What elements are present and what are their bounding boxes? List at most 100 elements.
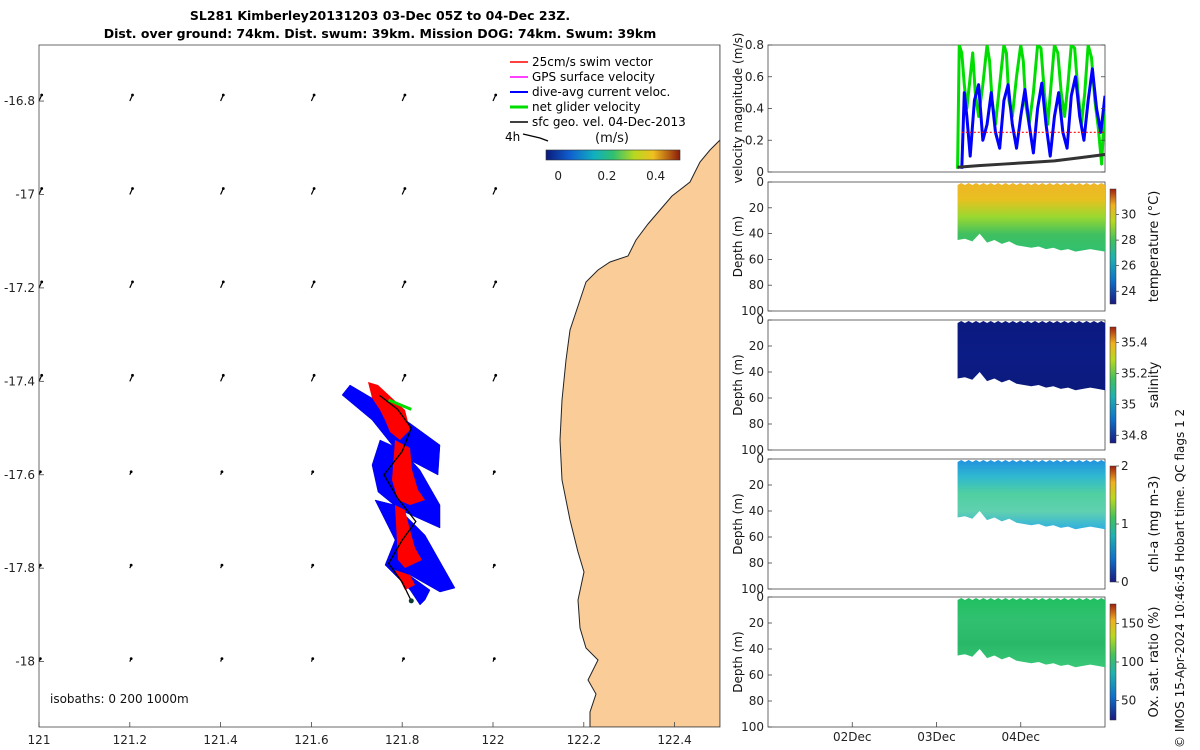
depth-tick-label: 100 (741, 304, 764, 318)
map-y-tick-label: -18 (15, 655, 35, 669)
geo-velocity-arrow-head (40, 373, 44, 377)
scale-bar-label: 4h (505, 130, 520, 144)
geo-velocity-arrow-head (402, 657, 405, 661)
map-x-axis: 121 121.2 121.4 121.6 121.8 122 122.2 122.4 (28, 722, 692, 747)
depth-tick-label: 40 (749, 504, 764, 518)
geo-velocity-arrow-head (38, 470, 42, 474)
map-frame (38, 44, 721, 728)
map-legend: 25cm/s swim vector GPS surface velocity … (505, 55, 686, 183)
depth-tick-label: 40 (749, 365, 764, 379)
coastline-land (559, 45, 720, 727)
colorbar-tick-label: 30 (1121, 208, 1136, 222)
colorbar-tick-label: 35 (1121, 397, 1136, 411)
geo-velocity-arrow-head (403, 187, 407, 190)
depth-tick-label: 80 (749, 278, 764, 292)
geo-velocity-arrow-head (312, 187, 316, 190)
speed-colorbar-ticks: 0 0.2 0.4 (554, 169, 665, 183)
map-y-tick-label: -17.2 (4, 281, 35, 295)
geo-velocity-arrow-head (492, 563, 496, 567)
legend-item-swim-vector: 25cm/s swim vector (510, 55, 653, 69)
depth-tick-label: 0 (756, 452, 764, 466)
section-colorbar (1109, 465, 1117, 583)
velocity-series-line (957, 153, 1105, 169)
geo-velocity-arrow-head (131, 373, 134, 377)
map-x-tick-label: 121.8 (385, 733, 419, 747)
svg-text:dive-avg current veloc.: dive-avg current veloc. (532, 85, 670, 99)
map-y-tick-label: -17.4 (4, 374, 35, 388)
section-panel-3: 0 20 40 60 80 100 Depth (m) 50 100 150 Ox. sat. ra… (731, 590, 1162, 734)
map-panel: 121 121.2 121.4 121.6 121.8 122 122.2 122.4 -16… (4, 44, 721, 747)
depth-axis-label: Depth (m) (731, 216, 745, 277)
depth-tick-label: 20 (749, 339, 764, 353)
geo-velocity-arrow-head (494, 93, 498, 97)
map-y-axis: -16.8 -17 -17.2 -17.4 -17.6 -17.8 -18 (4, 94, 44, 669)
depth-tick-label: 100 (741, 720, 764, 734)
legend-item-gps-velocity: GPS surface velocity (510, 70, 655, 84)
geo-velocity-arrow-head (312, 280, 316, 284)
geo-velocity-arrow-head (492, 470, 496, 474)
geo-velocity-arrow-head (38, 657, 42, 661)
depth-tick-label: 80 (749, 556, 764, 570)
map-x-tick-label: 122.4 (657, 733, 691, 747)
colorbar-tick-label: 24 (1121, 284, 1136, 298)
svg-text:25cm/s swim vector: 25cm/s swim vector (532, 55, 653, 69)
depth-tick-label: 60 (749, 391, 764, 405)
velocity-y-axis: 0 0.2 0.4 0.6 0.8 (745, 38, 1105, 179)
colorbar-tick-label: 150 (1121, 616, 1144, 630)
depth-tick-label: 40 (749, 642, 764, 656)
section-data-field (957, 320, 1105, 391)
date-axis: 02Dec 03Dec 04Dec (833, 722, 1040, 744)
velocity-y-tick-label: 0.4 (745, 102, 764, 116)
depth-axis-label: Depth (m) (731, 493, 745, 554)
depth-tick-label: 60 (749, 530, 764, 544)
section-panel-0: 0 20 40 60 80 100 Depth (m) 24 26 28 30 temperature… (731, 175, 1162, 318)
chart-title-line-2: Dist. over ground: 74km. Dist. swum: 39k… (103, 26, 657, 41)
geo-velocity-arrow-head (312, 373, 316, 377)
legend-item-sfc-geo-velocity: sfc geo. vel. 04-Dec-2013 (510, 115, 686, 129)
date-tick-label: 04Dec (1002, 730, 1041, 744)
velocity-y-label: velocity magnitude (m/s) (731, 33, 745, 184)
geo-velocity-arrow-head (129, 563, 133, 567)
speed-colorbar-tick-label: 0.2 (597, 169, 616, 183)
geo-velocity-arrow-head (131, 187, 134, 190)
svg-text:GPS surface velocity: GPS surface velocity (532, 70, 655, 84)
geo-velocity-arrow-head (311, 563, 315, 567)
depth-tick-label: 60 (749, 668, 764, 682)
map-x-tick-label: 121.4 (203, 733, 237, 747)
velocity-magnitude-panel: 0 0.2 0.4 0.6 0.8 velocity magnitude (m/s) (731, 33, 1106, 184)
depth-tick-label: 20 (749, 201, 764, 215)
map-x-tick-label: 121.6 (294, 733, 328, 747)
geo-velocity-arrow-head (220, 563, 224, 567)
velocity-y-tick-label: 0.2 (745, 133, 764, 147)
section-colorbar (1109, 326, 1117, 444)
swim-vector-fill (368, 382, 425, 590)
geo-velocity-arrow-head (129, 657, 133, 661)
map-y-tick-label: -17.8 (4, 561, 35, 575)
velocity-series (956, 45, 1105, 169)
geo-velocity-arrow-head (131, 280, 134, 284)
depth-tick-label: 100 (741, 582, 764, 596)
map-x-tick-label: 122.2 (567, 733, 601, 747)
speed-colorbar (545, 149, 681, 161)
isobaths-label: isobaths: 0 200 1000m (50, 692, 189, 706)
section-panel-1: 0 20 40 60 80 100 Depth (m) 34.8 35 35.2 35.4 salin… (731, 313, 1162, 457)
geo-velocity-arrow-head (311, 657, 315, 661)
geo-velocity-arrow-head (40, 93, 44, 97)
geo-velocity-arrow-head (40, 280, 44, 284)
chart-title-line-1: SL281 Kimberley20131203 03-Dec 05Z to 04… (189, 8, 571, 23)
legend-item-net-glider-velocity: net glider velocity (510, 100, 640, 114)
section-panel-2: 0 20 40 60 80 100 Depth (m) 0 1 2 chl-a (mg m-3) (731, 452, 1162, 596)
geo-velocity-arrow-head (221, 373, 225, 377)
depth-tick-label: 0 (756, 175, 764, 189)
geo-velocity-arrow-head (494, 187, 498, 190)
depth-tick-label: 0 (756, 590, 764, 604)
glider-track-line (379, 394, 417, 602)
colorbar-tick-label: 35.4 (1121, 335, 1148, 349)
geo-velocity-arrow-head (221, 187, 225, 190)
geo-velocity-arrow-head (403, 280, 407, 284)
depth-tick-label: 20 (749, 478, 764, 492)
map-x-tick-label: 121.2 (113, 733, 147, 747)
velocity-y-tick-label: 0.8 (745, 38, 764, 52)
imos-credit: © IMOS 15-Apr-2024 10:46:45 Hobart time.… (1173, 409, 1187, 748)
